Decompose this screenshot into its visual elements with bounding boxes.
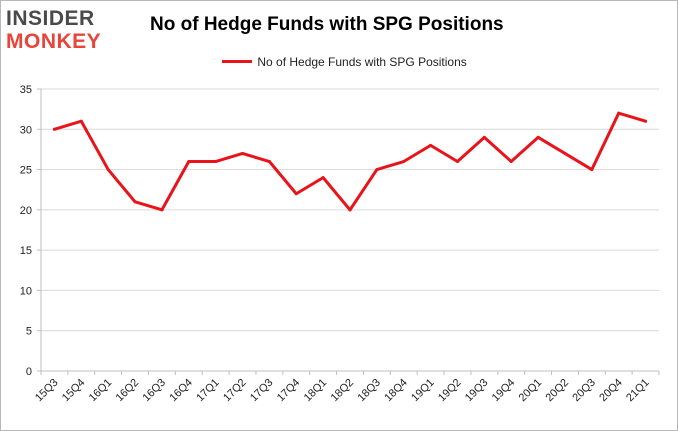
x-tick-label-17Q1: 17Q1	[194, 377, 222, 405]
legend-label: No of Hedge Funds with SPG Positions	[257, 55, 467, 69]
x-tick-label-17Q3: 17Q3	[248, 377, 276, 405]
data-point-18Q1	[321, 176, 325, 180]
legend-swatch	[222, 60, 252, 64]
logo-line-insider: INSIDER	[6, 7, 95, 30]
logo-line-monkey: MONKEY	[6, 30, 102, 53]
data-point-20Q3	[590, 168, 594, 172]
data-point-17Q4	[294, 192, 298, 196]
x-tick-label-18Q4: 18Q4	[382, 377, 410, 405]
data-point-16Q2	[133, 200, 137, 204]
x-tick-label-21Q1: 21Q1	[624, 377, 652, 405]
x-tick-label-18Q2: 18Q2	[329, 377, 357, 405]
x-tick-label-15Q4: 15Q4	[60, 377, 88, 405]
x-tick-label-19Q4: 19Q4	[490, 377, 518, 405]
data-point-18Q2	[348, 208, 352, 212]
x-tick-label-16Q3: 16Q3	[141, 377, 169, 405]
data-point-16Q3	[160, 208, 164, 212]
x-tick-label-20Q3: 20Q3	[570, 377, 598, 405]
data-point-16Q1	[106, 168, 110, 172]
x-tick-label-17Q2: 17Q2	[221, 377, 249, 405]
x-tick-label-17Q4: 17Q4	[275, 377, 303, 405]
x-tick-label-19Q3: 19Q3	[463, 377, 491, 405]
data-point-16Q4	[187, 160, 191, 164]
x-tick-label-20Q2: 20Q2	[544, 377, 572, 405]
data-point-15Q4	[79, 119, 83, 123]
x-tick-label-19Q1: 19Q1	[409, 377, 437, 405]
data-point-17Q2	[241, 151, 245, 155]
data-point-21Q1	[644, 119, 648, 123]
x-tick-label-16Q4: 16Q4	[167, 377, 195, 405]
data-point-17Q1	[214, 160, 218, 164]
x-tick-labels: 15Q3 15Q4 16Q1 16Q2 16Q3 16Q4 17Q1 17Q2 17Q3 17Q4…	[33, 377, 652, 405]
data-point-20Q1	[536, 135, 540, 139]
series-line-0	[52, 111, 648, 212]
x-tick-label-16Q2: 16Q2	[114, 377, 142, 405]
data-point-20Q2	[563, 151, 567, 155]
data-point-19Q1	[429, 143, 433, 147]
data-point-19Q2	[455, 160, 459, 164]
axes	[37, 88, 660, 375]
y-tick-label-20: 20	[20, 205, 32, 217]
y-tick-label-25: 25	[20, 165, 32, 177]
x-tick-label-16Q1: 16Q1	[87, 377, 115, 405]
data-point-20Q4	[617, 111, 621, 115]
data-point-18Q4	[402, 160, 406, 164]
y-tick-label-35: 35	[20, 84, 32, 96]
x-tick-label-20Q4: 20Q4	[597, 377, 625, 405]
data-point-18Q3	[375, 168, 379, 172]
x-tick-label-15Q3: 15Q3	[33, 377, 61, 405]
x-tick-label-18Q3: 18Q3	[355, 377, 383, 405]
chart-title: No of Hedge Funds with SPG Positions	[150, 14, 504, 35]
series-lines	[52, 111, 648, 212]
y-tick-label-15: 15	[20, 245, 32, 257]
data-point-17Q3	[267, 160, 271, 164]
x-tick-label-19Q2: 19Q2	[436, 377, 464, 405]
x-tick-label-18Q1: 18Q1	[302, 377, 330, 405]
y-tick-label-10: 10	[20, 285, 32, 297]
data-point-19Q3	[482, 135, 486, 139]
y-tick-label-30: 30	[20, 124, 32, 136]
data-point-15Q3	[52, 127, 56, 131]
y-tick-label-0: 0	[26, 366, 32, 378]
y-tick-label-5: 5	[26, 326, 32, 338]
chart-legend: No of Hedge Funds with SPG Positions	[222, 55, 467, 69]
data-point-19Q4	[509, 160, 513, 164]
insider-monkey-logo: INSIDER MONKEY	[6, 6, 128, 54]
y-tick-labels: 0 5 10 15 20 25 30 35	[20, 84, 32, 378]
x-tick-label-20Q1: 20Q1	[517, 377, 545, 405]
